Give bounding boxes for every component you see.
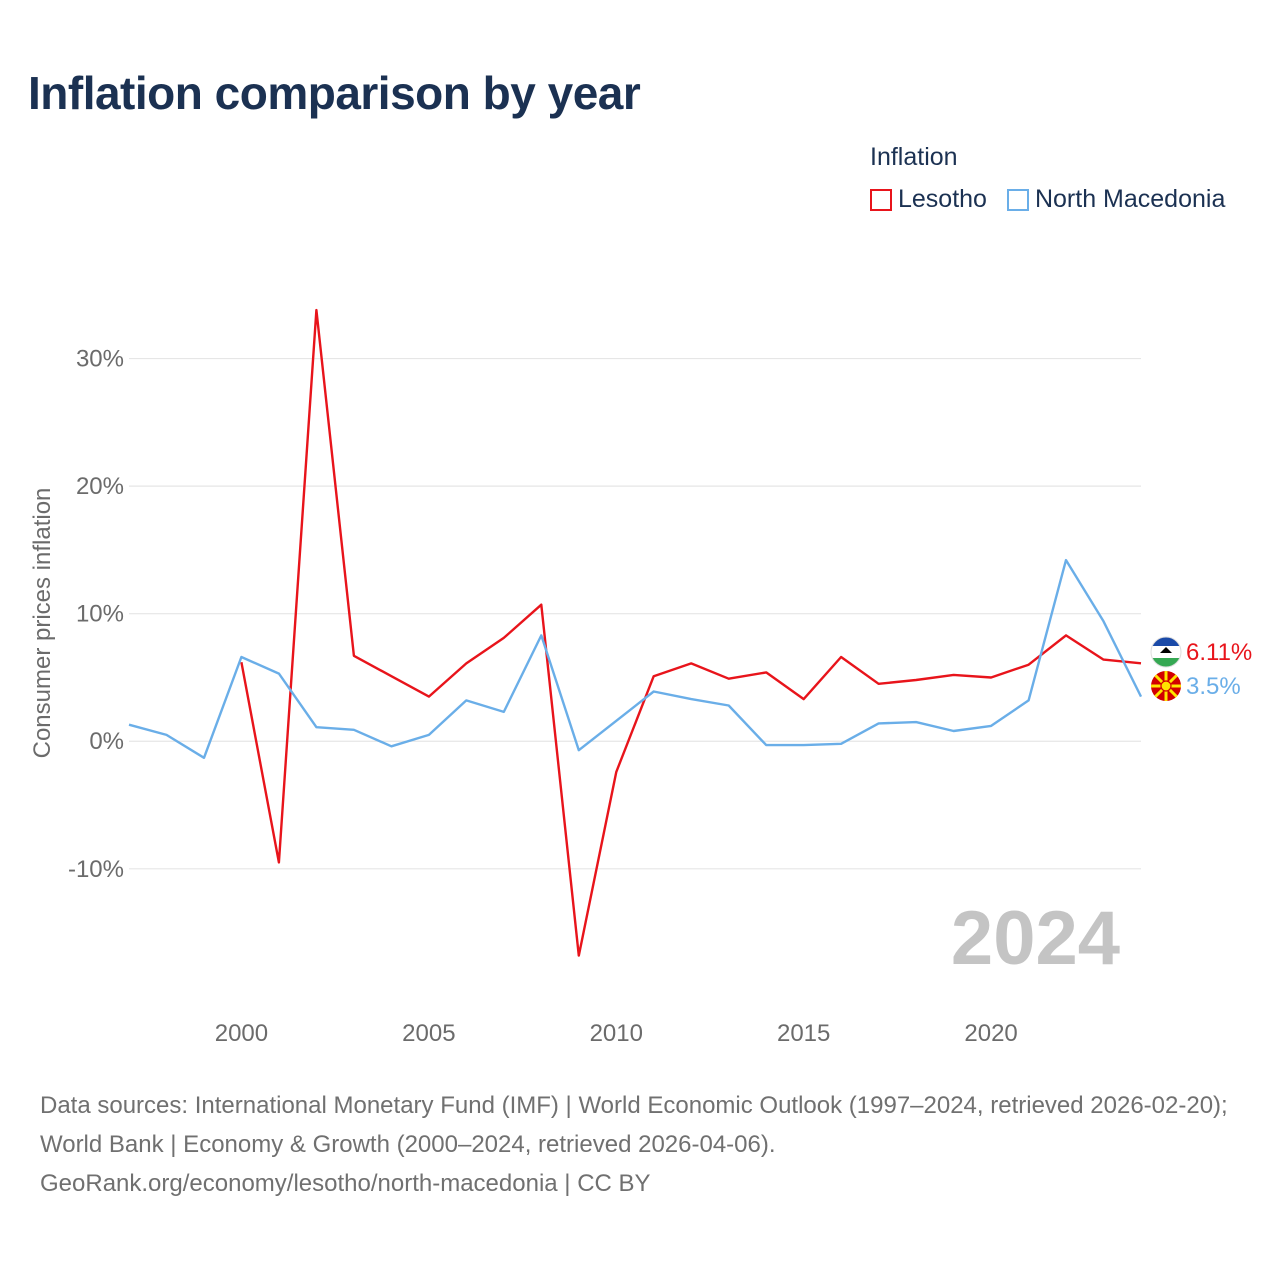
end-label-north-macedonia: 3.5% bbox=[1186, 673, 1241, 700]
y-axis-label: Consumer prices inflation bbox=[29, 488, 56, 759]
x-tick-label: 2020 bbox=[964, 1020, 1017, 1047]
chart-title: Inflation comparison by year bbox=[28, 67, 641, 119]
grid-lines bbox=[129, 357, 1141, 870]
legend-swatch-north-macedonia bbox=[1006, 188, 1029, 211]
north-macedonia-flag-icon bbox=[1151, 671, 1181, 701]
x-tick-label: 2005 bbox=[402, 1020, 455, 1047]
legend-item-north-macedonia[interactable]: North Macedonia bbox=[1006, 185, 1226, 214]
year-watermark: 2024 bbox=[951, 896, 1120, 981]
inflation-line-chart: -10% 0% 10% 20% 30% 2000 2005 2010 2015 2020 Con… bbox=[29, 308, 1252, 1047]
legend-label-lesotho: Lesotho bbox=[898, 185, 987, 213]
legend-swatch-lesotho bbox=[870, 188, 892, 211]
y-tick-label: -10% bbox=[68, 856, 124, 883]
y-tick-label: 10% bbox=[76, 601, 124, 628]
series-line-lesotho bbox=[240, 308, 1142, 957]
lesotho-flag-icon bbox=[1151, 637, 1181, 667]
y-tick-label: 0% bbox=[89, 728, 124, 755]
series-lines bbox=[128, 308, 1143, 957]
series-line-north-macedonia bbox=[128, 558, 1143, 759]
x-axis-ticks: 2000 2005 2010 2015 2020 bbox=[215, 1020, 1018, 1047]
y-tick-label: 30% bbox=[76, 346, 124, 373]
footer-sources: Data sources: International Monetary Fun… bbox=[40, 1086, 1250, 1203]
end-label-lesotho: 6.11% bbox=[1186, 639, 1252, 666]
x-tick-label: 2000 bbox=[215, 1020, 268, 1047]
legend-item-lesotho[interactable]: Lesotho bbox=[870, 185, 987, 214]
x-tick-label: 2010 bbox=[590, 1020, 643, 1047]
y-axis-ticks: -10% 0% 10% 20% 30% bbox=[68, 346, 124, 883]
legend: Lesotho North Macedonia bbox=[870, 185, 1225, 214]
footer-attribution-link[interactable]: GeoRank.org/economy/lesotho/north-macedo… bbox=[40, 1170, 651, 1197]
y-tick-label: 20% bbox=[76, 473, 124, 500]
legend-title: Inflation bbox=[870, 143, 958, 171]
x-tick-label: 2015 bbox=[777, 1020, 830, 1047]
footer-data-sources: Data sources: International Monetary Fun… bbox=[40, 1092, 1228, 1158]
legend-label-north-macedonia: North Macedonia bbox=[1034, 185, 1226, 213]
